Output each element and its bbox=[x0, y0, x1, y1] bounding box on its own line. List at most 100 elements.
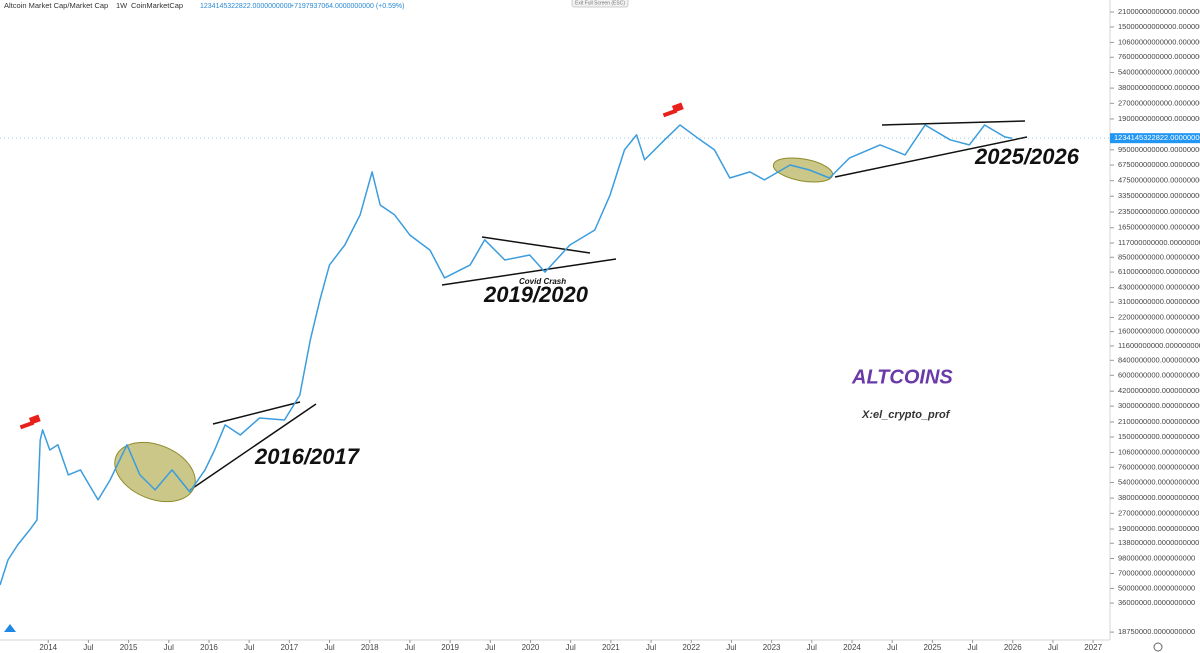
x-tick-label: 2014 bbox=[39, 643, 57, 652]
source: CoinMarketCap bbox=[131, 1, 183, 10]
x-tick-label: Jul bbox=[646, 643, 656, 652]
x-tick-label: Jul bbox=[324, 643, 334, 652]
price-line bbox=[0, 124, 1013, 586]
x-tick-label: Jul bbox=[405, 643, 415, 652]
x-tick-label: 2018 bbox=[361, 643, 379, 652]
exit-fullscreen-label[interactable]: Exit Full Screen (ESC) bbox=[575, 0, 625, 6]
y-tick-label: 675000000000.0000000000 bbox=[1118, 160, 1200, 169]
x-tick-label: 2025 bbox=[923, 643, 941, 652]
trendline bbox=[212, 401, 301, 425]
annotation: 2019/2020 bbox=[483, 282, 589, 307]
y-tick-label: 475000000000.0000000000 bbox=[1118, 176, 1200, 185]
x-tick-label: Jul bbox=[83, 643, 93, 652]
y-tick-label: 4200000000.0000000000 bbox=[1118, 386, 1200, 395]
trendline bbox=[481, 236, 591, 254]
x-tick-label: 2023 bbox=[763, 643, 781, 652]
last-value: 1234145322822.0000000000 bbox=[200, 3, 292, 10]
x-tick-label: Jul bbox=[1048, 643, 1058, 652]
x-tick-label: Jul bbox=[726, 643, 736, 652]
change: +7197937064.0000000000 (+0.59%) bbox=[290, 3, 404, 10]
y-tick-label: 31000000000.0000000000 bbox=[1118, 297, 1200, 306]
x-tick-label: 2020 bbox=[522, 643, 540, 652]
x-tick-label: Jul bbox=[887, 643, 897, 652]
x-tick-label: Jul bbox=[807, 643, 817, 652]
y-tick-label: 950000000000.0000000000 bbox=[1118, 145, 1200, 154]
y-tick-label: 335000000000.0000000000 bbox=[1118, 191, 1200, 200]
last-value-box bbox=[1110, 133, 1200, 144]
y-tick-label: 760000000.0000000000 bbox=[1118, 462, 1199, 471]
annotation: ALTCOINS bbox=[851, 366, 953, 388]
top-marker bbox=[19, 414, 41, 430]
y-tick-label: 70000000.0000000000 bbox=[1118, 568, 1195, 577]
tv-logo bbox=[4, 624, 16, 632]
y-tick-label: 7600000000000.0000000000 bbox=[1118, 52, 1200, 61]
y-tick-label: 36000000.0000000000 bbox=[1118, 598, 1195, 607]
settings-icon[interactable] bbox=[1153, 642, 1163, 652]
x-tick-label: 2021 bbox=[602, 643, 620, 652]
y-tick-label: 11600000000.0000000000 bbox=[1118, 341, 1200, 350]
x-tick-label: Jul bbox=[244, 643, 254, 652]
y-tick-label: 8400000000.0000000000 bbox=[1118, 355, 1200, 364]
highlight-ellipse bbox=[114, 441, 196, 503]
x-tick-label: 2024 bbox=[843, 643, 861, 652]
y-tick-label: 1900000000000.0000000000 bbox=[1118, 114, 1200, 123]
y-tick-label: 3800000000000.0000000000 bbox=[1118, 83, 1200, 92]
x-tick-label: 2022 bbox=[682, 643, 700, 652]
y-tick-label: 190000000.0000000000 bbox=[1118, 524, 1199, 533]
y-tick-label: 6000000000.0000000000 bbox=[1118, 370, 1200, 379]
x-tick-label: Jul bbox=[566, 643, 576, 652]
hammer-handle bbox=[19, 420, 35, 430]
logo bbox=[4, 624, 16, 632]
y-tick-label: 98000000.0000000000 bbox=[1118, 553, 1195, 562]
y-tick-label: 5400000000000.0000000000 bbox=[1118, 67, 1200, 76]
y-tick-label: 21000000000000.0000000000 bbox=[1118, 7, 1200, 16]
annotation: 2025/2026 bbox=[974, 144, 1080, 169]
y-tick-label: 380000000.0000000000 bbox=[1118, 493, 1199, 502]
x-tick-label: Jul bbox=[485, 643, 495, 652]
y-tick-label: 2100000000.0000000000 bbox=[1118, 417, 1200, 426]
annotation: Covid Crash bbox=[519, 277, 566, 286]
last-value-tag: 1234145322822.0000000000 bbox=[1114, 133, 1200, 142]
y-tick-label: 61000000000.0000000000 bbox=[1118, 267, 1200, 276]
y-tick-label: 117000000000.0000000000 bbox=[1118, 238, 1200, 247]
x-tick-label: Jul bbox=[164, 643, 174, 652]
hammer-handle bbox=[662, 108, 678, 118]
y-tick-label: 138000000.0000000000 bbox=[1118, 538, 1199, 547]
trendline bbox=[441, 258, 617, 286]
y-tick-label: 1500000000.0000000000 bbox=[1118, 432, 1200, 441]
x-tick-label: Jul bbox=[967, 643, 977, 652]
y-tick-label: 270000000.0000000000 bbox=[1118, 508, 1199, 517]
x-tick-label: 2019 bbox=[441, 643, 459, 652]
y-tick-label: 1060000000.0000000000 bbox=[1118, 447, 1200, 456]
interval: 1W bbox=[116, 1, 128, 10]
y-tick-label: 10600000000000.0000000000 bbox=[1118, 37, 1200, 46]
x-tick-label: 2026 bbox=[1004, 643, 1022, 652]
top-marker bbox=[662, 102, 684, 118]
y-tick-label: 22000000000.0000000000 bbox=[1118, 312, 1200, 321]
annotation: X:el_crypto_prof bbox=[861, 409, 951, 421]
trendlines bbox=[189, 120, 1028, 491]
y-tick-label: 540000000.0000000000 bbox=[1118, 477, 1199, 486]
trendline bbox=[881, 120, 1026, 126]
trendline bbox=[834, 136, 1028, 178]
trendline bbox=[189, 403, 317, 491]
y-tick-label: 2700000000000.0000000000 bbox=[1118, 98, 1200, 107]
y-tick-label: 85000000000.0000000000 bbox=[1118, 252, 1200, 261]
exit-fullscreen-button[interactable] bbox=[571, 0, 629, 8]
x-tick-label: 2016 bbox=[200, 643, 218, 652]
y-tick-label: 165000000000.0000000000 bbox=[1118, 223, 1200, 232]
y-tick-label: 235000000000.0000000000 bbox=[1118, 207, 1200, 216]
y-tick-label: 18750000.0000000000 bbox=[1118, 627, 1195, 636]
y-tick-label: 3000000000.0000000000 bbox=[1118, 401, 1200, 410]
x-tick-label: 2017 bbox=[280, 643, 298, 652]
y-tick-label: 15000000000000.0000000000 bbox=[1118, 22, 1200, 31]
y-tick-label: 50000000.0000000000 bbox=[1118, 583, 1195, 592]
y-tick-label: 43000000000.0000000000 bbox=[1118, 283, 1200, 292]
y-tick-label: 16000000000.0000000000 bbox=[1118, 327, 1200, 336]
x-tick-label: 2015 bbox=[120, 643, 138, 652]
annotation: 2016/2017 bbox=[254, 444, 361, 469]
x-tick-label: 2027 bbox=[1084, 643, 1102, 652]
chart-title: Altcoin Market Cap/Market Cap bbox=[4, 1, 108, 10]
